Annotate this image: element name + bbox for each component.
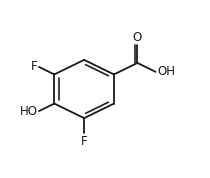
Text: HO: HO bbox=[20, 105, 38, 118]
Text: OH: OH bbox=[157, 65, 175, 78]
Text: F: F bbox=[81, 135, 87, 148]
Text: O: O bbox=[133, 31, 142, 44]
Text: F: F bbox=[31, 60, 38, 73]
